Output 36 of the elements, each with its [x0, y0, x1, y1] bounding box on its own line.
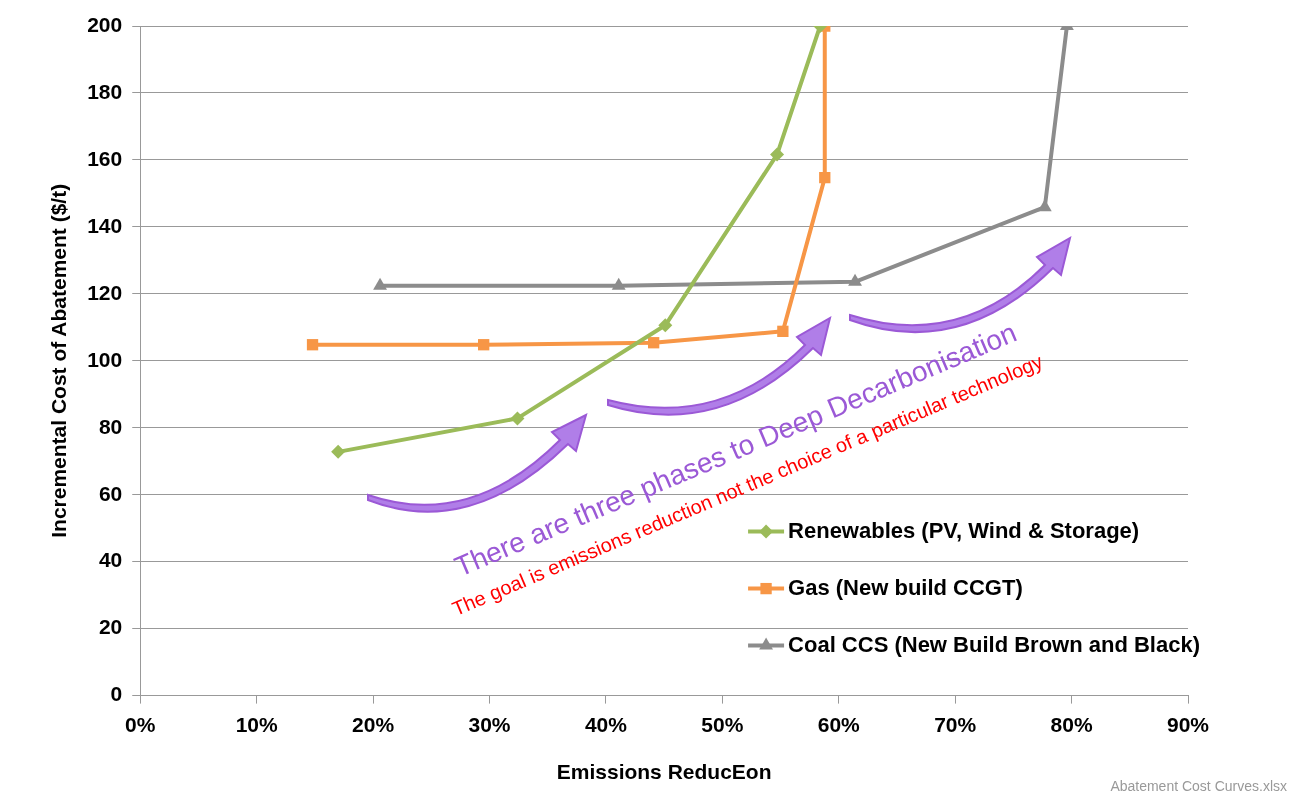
point — [777, 325, 789, 337]
y-tick-label: 200 — [87, 12, 123, 36]
x-tick-label: 60% — [817, 713, 861, 736]
y-tick-label: 140 — [87, 213, 123, 237]
y-tick-label: 80 — [98, 414, 123, 438]
y-tick-label: 40 — [98, 548, 123, 572]
point — [510, 411, 525, 426]
x-axis-title: Emissions ReducEon — [556, 760, 772, 784]
x-tick-label: 80% — [1050, 713, 1093, 736]
point — [647, 337, 660, 349]
x-tick-label: 0% — [125, 713, 156, 736]
y-axis-title: Incremental Cost of Abatement ($/t) — [47, 183, 71, 538]
point — [770, 147, 785, 162]
point — [819, 172, 831, 184]
legend-label: Renewables (PV, Wind & Storage) — [788, 517, 1140, 543]
legend-label: Coal CCS (New Build Brown and Black) — [788, 631, 1201, 657]
y-tick-label: 120 — [87, 280, 123, 304]
text: Abatement Cost Curves.xlsx — [1110, 777, 1287, 794]
x-tick-label: 20% — [352, 713, 395, 736]
y-tick-label: 60 — [98, 481, 123, 505]
x-tick-label: 40% — [584, 713, 628, 736]
y-tick-label: 160 — [87, 146, 123, 170]
legend-label: Gas (New build CCGT) — [788, 574, 1023, 600]
point — [306, 339, 319, 351]
x-tick-label: 90% — [1166, 713, 1210, 736]
x-tick-label: 70% — [934, 713, 977, 736]
x-tick-label: 10% — [235, 713, 278, 736]
x-tick-label: 30% — [468, 713, 511, 736]
x-tick-label: 50% — [701, 713, 744, 736]
y-tick-label: 20 — [98, 615, 123, 639]
y-tick-label: 100 — [87, 347, 123, 371]
point — [478, 339, 490, 351]
point — [658, 318, 673, 333]
y-tick-label: 180 — [87, 79, 123, 103]
point — [331, 444, 346, 459]
y-tick-label: 0 — [110, 682, 123, 706]
